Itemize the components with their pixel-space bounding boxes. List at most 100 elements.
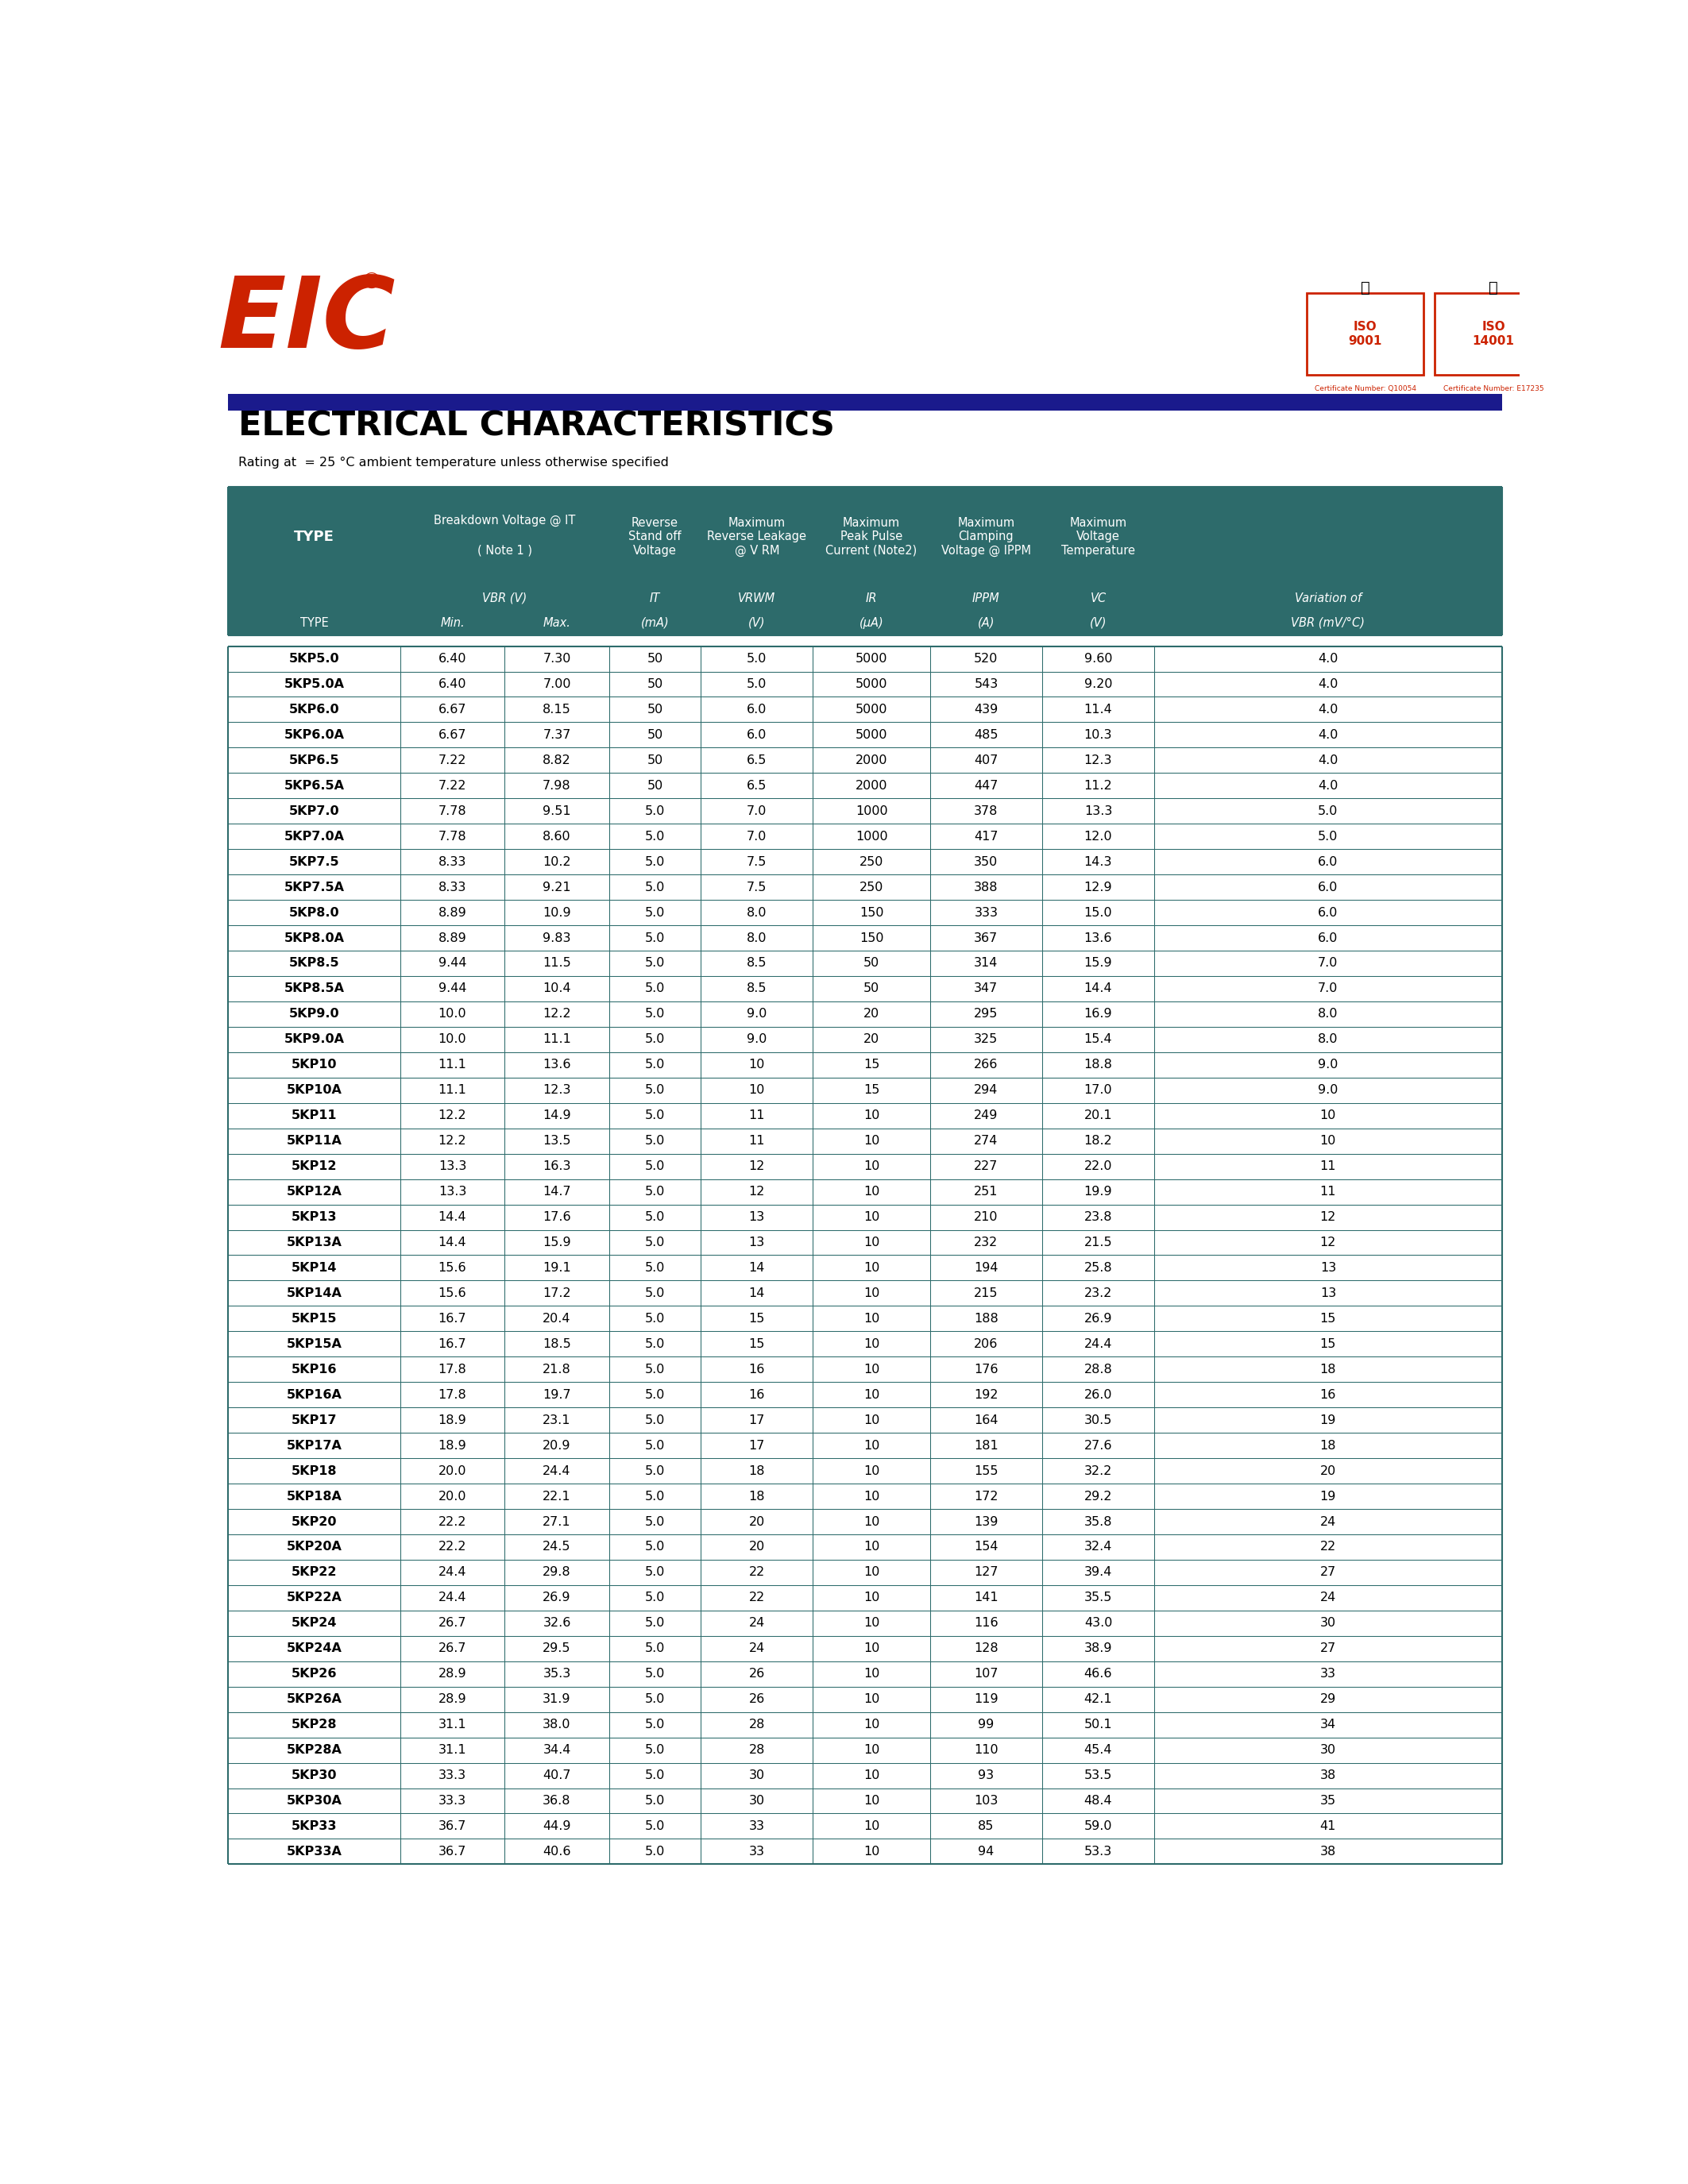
Text: 5KP26A: 5KP26A <box>287 1693 343 1706</box>
Text: 439: 439 <box>974 703 998 716</box>
Text: 5KP6.5: 5KP6.5 <box>289 753 339 767</box>
Text: 7.37: 7.37 <box>544 729 571 740</box>
Text: 7.0: 7.0 <box>746 830 766 843</box>
Text: 314: 314 <box>974 957 998 970</box>
Text: 48.4: 48.4 <box>1084 1795 1112 1806</box>
Text: 5.0: 5.0 <box>645 856 665 867</box>
Text: 110: 110 <box>974 1745 998 1756</box>
Text: 16: 16 <box>1320 1389 1337 1400</box>
Text: Maximum
Peak Pulse
Current (Note2): Maximum Peak Pulse Current (Note2) <box>825 518 917 557</box>
Text: 485: 485 <box>974 729 998 740</box>
Text: 5KP5.0A: 5KP5.0A <box>284 679 344 690</box>
Text: VC: VC <box>1090 592 1106 605</box>
Text: 5.0: 5.0 <box>645 1542 665 1553</box>
Text: 10: 10 <box>863 1186 879 1197</box>
Text: 5.0: 5.0 <box>645 1363 665 1376</box>
Text: 5KP15: 5KP15 <box>292 1313 338 1324</box>
Text: 33.3: 33.3 <box>439 1795 466 1806</box>
Text: 10: 10 <box>863 1313 879 1324</box>
Text: 141: 141 <box>974 1592 998 1603</box>
Text: 10: 10 <box>863 1819 879 1832</box>
Text: 11.5: 11.5 <box>542 957 571 970</box>
Text: 6.0: 6.0 <box>746 729 766 740</box>
Text: 2000: 2000 <box>856 780 888 791</box>
Text: 30: 30 <box>1320 1616 1337 1629</box>
Text: 5KP30: 5KP30 <box>292 1769 338 1782</box>
Text: 7.98: 7.98 <box>544 780 571 791</box>
Text: 5.0: 5.0 <box>645 957 665 970</box>
Text: 5.0: 5.0 <box>645 1592 665 1603</box>
Text: 6.0: 6.0 <box>1318 856 1339 867</box>
Text: 17.2: 17.2 <box>544 1286 571 1299</box>
Bar <box>228 487 1502 636</box>
Text: 188: 188 <box>974 1313 998 1324</box>
Text: 14.4: 14.4 <box>439 1212 466 1223</box>
Text: 22: 22 <box>749 1566 765 1579</box>
Text: 10: 10 <box>1320 1109 1337 1123</box>
Text: 10: 10 <box>863 1262 879 1273</box>
Text: 26.7: 26.7 <box>439 1642 466 1655</box>
Text: 11.1: 11.1 <box>439 1083 466 1096</box>
Text: 14.7: 14.7 <box>544 1186 571 1197</box>
Text: 5KP7.0A: 5KP7.0A <box>284 830 344 843</box>
Text: 119: 119 <box>974 1693 998 1706</box>
Text: 5KP6.5A: 5KP6.5A <box>284 780 344 791</box>
Text: 50: 50 <box>864 983 879 994</box>
Text: 33: 33 <box>749 1819 765 1832</box>
Text: 🏆: 🏆 <box>1361 280 1371 295</box>
Text: 30: 30 <box>1320 1745 1337 1756</box>
Text: 93: 93 <box>977 1769 994 1782</box>
Text: 5.0: 5.0 <box>645 1262 665 1273</box>
Text: 127: 127 <box>974 1566 998 1579</box>
Text: 10: 10 <box>863 1489 879 1503</box>
Text: 6.5: 6.5 <box>746 753 766 767</box>
Text: 10.9: 10.9 <box>544 906 571 919</box>
Text: 5KP12A: 5KP12A <box>287 1186 343 1197</box>
Text: 250: 250 <box>859 882 883 893</box>
Text: 5.0: 5.0 <box>1318 806 1339 817</box>
Text: 24.4: 24.4 <box>1084 1339 1112 1350</box>
Text: 172: 172 <box>974 1489 998 1503</box>
Text: 11.1: 11.1 <box>439 1059 466 1070</box>
Text: 520: 520 <box>974 653 998 664</box>
Text: 9.44: 9.44 <box>439 957 466 970</box>
Text: 38.0: 38.0 <box>544 1719 571 1730</box>
Text: 26.7: 26.7 <box>439 1616 466 1629</box>
Text: 274: 274 <box>974 1136 998 1147</box>
Text: 20: 20 <box>864 1033 879 1046</box>
Text: 50: 50 <box>647 703 663 716</box>
Text: 9.0: 9.0 <box>1318 1083 1339 1096</box>
Text: 20.9: 20.9 <box>544 1439 571 1452</box>
Text: 7.0: 7.0 <box>746 806 766 817</box>
Text: 7.5: 7.5 <box>746 856 766 867</box>
Text: 10: 10 <box>863 1286 879 1299</box>
Text: 44.9: 44.9 <box>544 1819 571 1832</box>
Text: 10.0: 10.0 <box>439 1033 466 1046</box>
Text: VRWM: VRWM <box>738 592 775 605</box>
Text: 28.8: 28.8 <box>1084 1363 1112 1376</box>
Text: 4.0: 4.0 <box>1318 753 1339 767</box>
Text: ( Note 1 ): ( Note 1 ) <box>478 544 532 557</box>
Text: 53.3: 53.3 <box>1084 1845 1112 1859</box>
Text: 206: 206 <box>974 1339 998 1350</box>
Text: 36.7: 36.7 <box>439 1845 466 1859</box>
Text: 30: 30 <box>749 1795 765 1806</box>
Text: 31.1: 31.1 <box>439 1719 466 1730</box>
Text: IPPM: IPPM <box>972 592 999 605</box>
Text: 9.60: 9.60 <box>1084 653 1112 664</box>
Text: 36.8: 36.8 <box>544 1795 571 1806</box>
Text: Certificate Number: E17235: Certificate Number: E17235 <box>1443 384 1543 393</box>
Text: 5.0: 5.0 <box>645 1212 665 1223</box>
Text: 5.0: 5.0 <box>645 1516 665 1527</box>
Text: 5.0: 5.0 <box>645 1439 665 1452</box>
Text: 28: 28 <box>749 1719 765 1730</box>
Text: 27: 27 <box>1320 1566 1337 1579</box>
Text: 5KP6.0A: 5KP6.0A <box>284 729 344 740</box>
Text: 10.4: 10.4 <box>544 983 571 994</box>
Text: Variation of: Variation of <box>1295 592 1362 605</box>
Text: 35.8: 35.8 <box>1084 1516 1112 1527</box>
Text: 5.0: 5.0 <box>645 1313 665 1324</box>
Text: 35.5: 35.5 <box>1084 1592 1112 1603</box>
Text: 8.15: 8.15 <box>542 703 571 716</box>
Text: 1000: 1000 <box>856 806 888 817</box>
